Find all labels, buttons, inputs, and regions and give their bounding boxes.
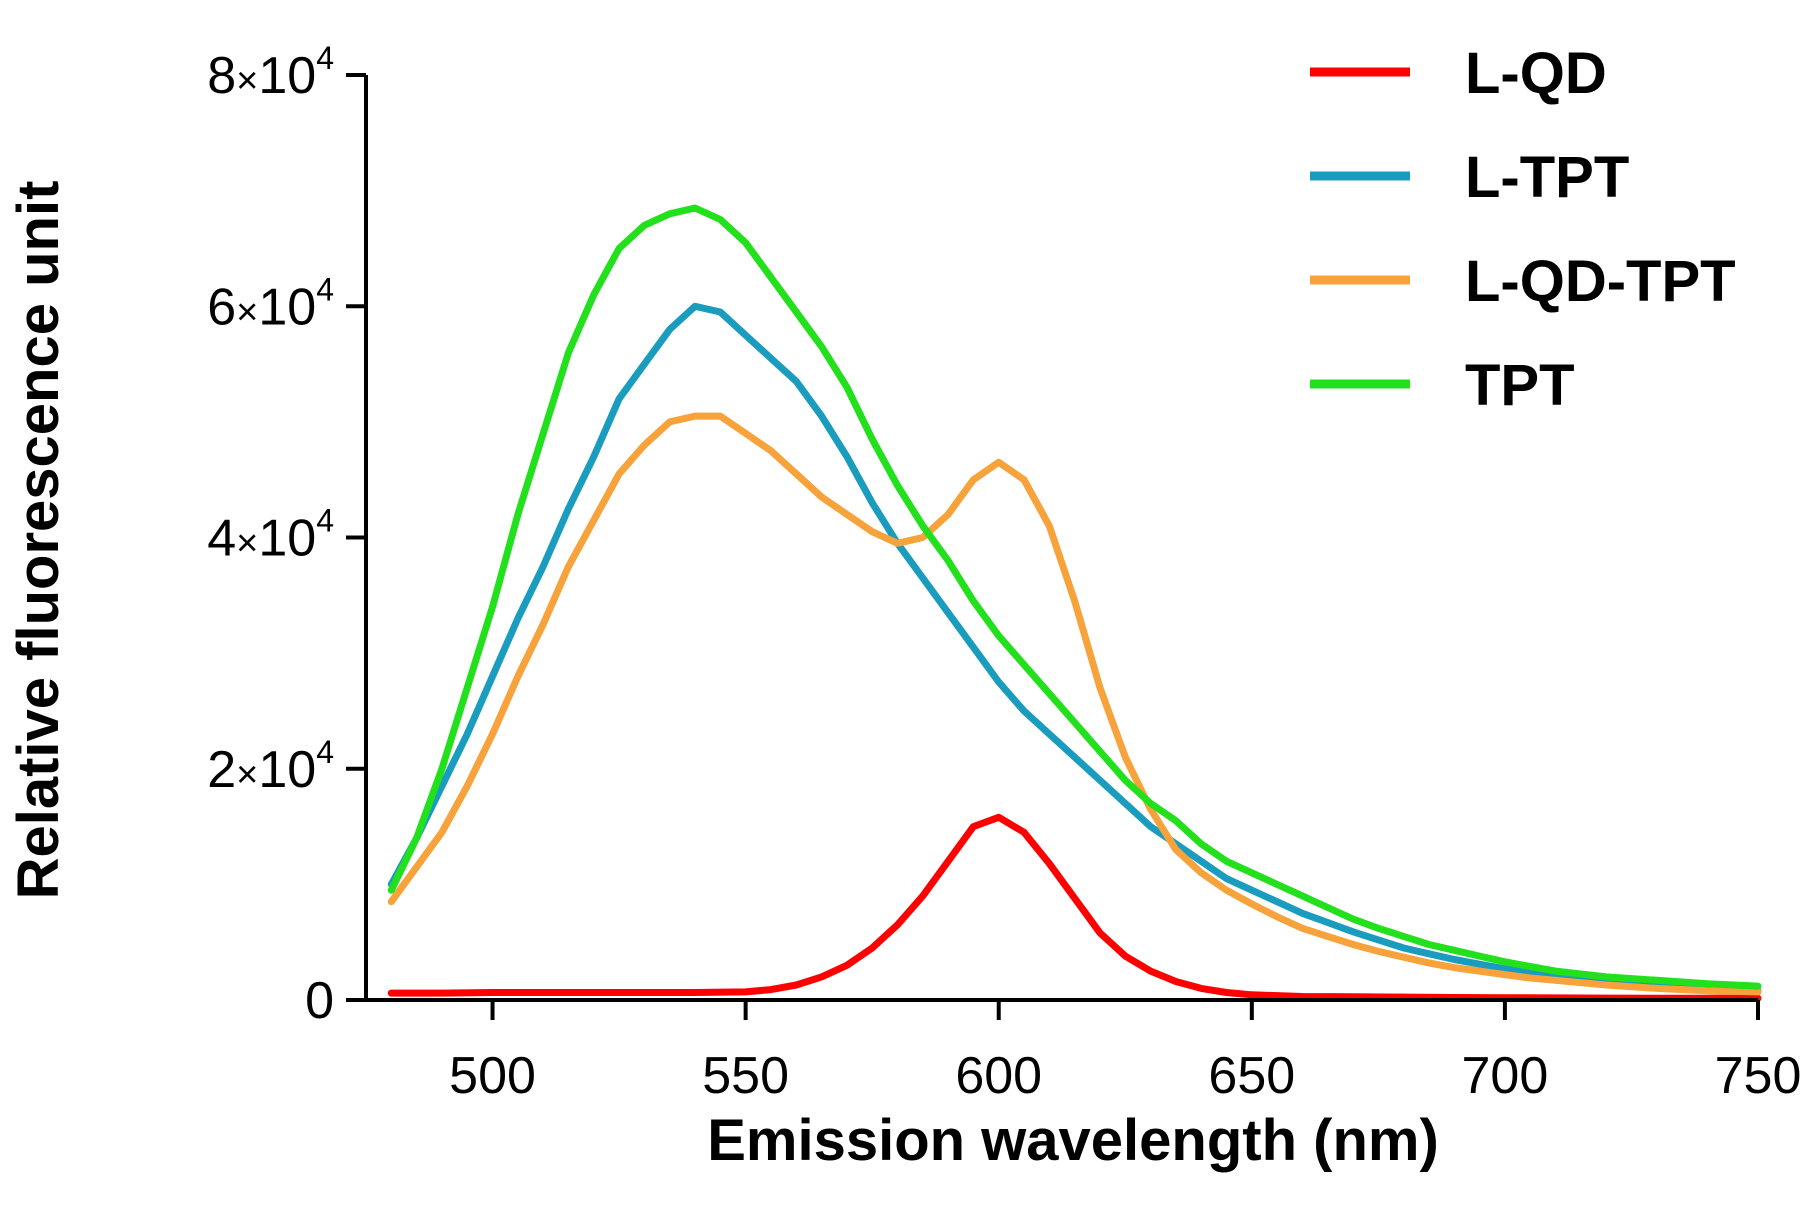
legend-label: L-QD <box>1465 41 1607 106</box>
x-axis-title: Emission wavelength (nm) <box>707 1108 1439 1173</box>
series-line-l-qd <box>387 813 1762 1002</box>
axes <box>364 75 1758 1002</box>
y-tick-label: 0 <box>305 972 334 1030</box>
y-tick-label: 6×104 <box>207 271 334 336</box>
y-tick-label: 4×104 <box>207 503 334 568</box>
x-tick-label: 650 <box>1208 1047 1295 1105</box>
y-tick-label: 2×104 <box>207 734 334 799</box>
series-line-l-tpt <box>387 302 1762 995</box>
x-tick-label: 600 <box>955 1047 1042 1105</box>
legend-item: L-QD-TPT <box>1310 249 1736 314</box>
y-axis-ticks: 0 2×104 4×104 6×104 8×104 <box>207 40 366 1030</box>
x-tick-label: 700 <box>1462 1047 1549 1105</box>
x-tick-label: 750 <box>1715 1047 1802 1105</box>
legend-item: TPT <box>1310 353 1575 418</box>
x-tick-label: 550 <box>702 1047 789 1105</box>
legend-item: L-TPT <box>1310 145 1629 210</box>
legend-item: L-QD <box>1310 41 1607 106</box>
legend-label: L-QD-TPT <box>1465 249 1736 314</box>
y-tick-label: 8×104 <box>207 40 334 105</box>
legend: L-QD L-TPT L-QD-TPT TPT <box>1310 41 1736 418</box>
x-axis-ticks: 500 550 600 650 700 750 <box>449 1000 1801 1105</box>
legend-label: TPT <box>1465 353 1575 418</box>
plot-area <box>387 204 1762 1002</box>
x-tick-label: 500 <box>449 1047 536 1105</box>
y-axis-title: Relative fluorescence unit <box>6 181 71 900</box>
legend-label: L-TPT <box>1465 145 1629 210</box>
series-line-tpt <box>387 204 1762 990</box>
series-line-l-qd-tpt <box>387 412 1762 996</box>
